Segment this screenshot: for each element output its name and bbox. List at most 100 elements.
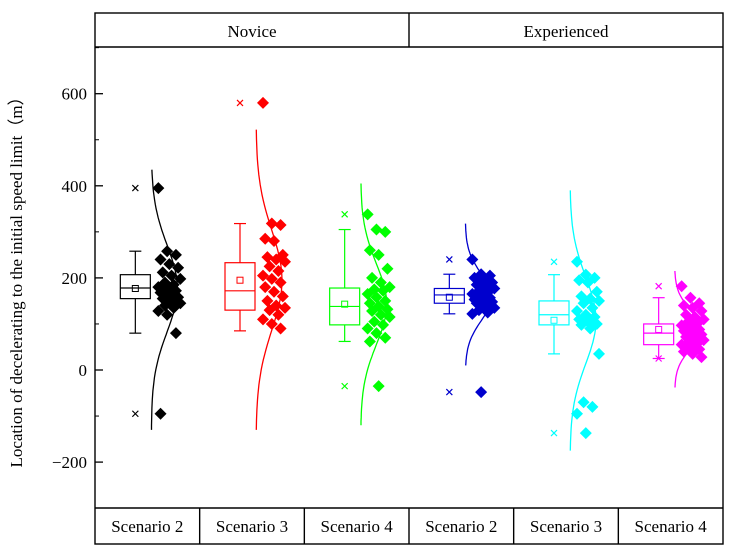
data-point	[481, 306, 494, 319]
y-tick-label: 400	[62, 177, 88, 196]
category-label: Scenario 2	[111, 517, 183, 536]
data-point	[571, 407, 583, 420]
box	[224, 262, 256, 311]
box	[119, 274, 151, 300]
data-point	[167, 301, 180, 314]
data-point	[571, 305, 583, 318]
data-point	[366, 305, 379, 318]
data-point	[279, 255, 291, 268]
category-label: Scenario 4	[321, 517, 394, 536]
outlier-marker	[550, 258, 558, 266]
data-point	[274, 218, 287, 231]
data-point	[686, 347, 699, 360]
data-point	[163, 258, 176, 271]
data-point	[276, 290, 289, 303]
y-tick-label: 600	[62, 85, 88, 104]
data-point	[259, 281, 272, 294]
series-2	[224, 96, 291, 430]
data-point	[374, 308, 387, 321]
data-point	[156, 266, 169, 279]
data-point	[466, 307, 479, 320]
group-label-novice: Novice	[227, 22, 276, 41]
data-point	[161, 245, 174, 258]
data-point	[154, 253, 167, 266]
data-point	[475, 386, 488, 399]
data-point	[265, 317, 278, 330]
data-point	[577, 396, 590, 409]
category-label: Scenario 3	[216, 517, 288, 536]
series-1	[119, 169, 187, 430]
data-point	[695, 351, 708, 364]
data-point	[593, 347, 605, 360]
data-point	[265, 217, 278, 230]
y-tick-label: −200	[52, 453, 87, 472]
data-point	[372, 248, 385, 261]
data-point	[573, 274, 586, 287]
data-point	[257, 96, 269, 109]
data-point	[259, 232, 272, 245]
data-point	[593, 294, 605, 307]
data-point	[368, 315, 381, 328]
data-point	[261, 294, 274, 307]
data-point	[169, 248, 182, 261]
box	[538, 300, 570, 326]
data-point	[586, 400, 599, 413]
data-point	[272, 308, 285, 321]
y-tick-label: 200	[62, 269, 88, 288]
data-point	[379, 331, 392, 344]
data-point	[370, 291, 383, 304]
data-point	[361, 288, 374, 301]
data-point	[270, 253, 283, 266]
data-point	[584, 322, 597, 335]
mean-marker	[236, 276, 244, 284]
data-point	[263, 304, 276, 317]
category-label: Scenario 2	[425, 517, 497, 536]
data-point	[158, 299, 171, 312]
data-point	[268, 235, 280, 248]
outer-frame	[94, 12, 724, 545]
series-layer	[119, 96, 710, 451]
series-4	[433, 223, 501, 399]
data-point	[684, 291, 697, 304]
data-point	[165, 269, 178, 282]
data-point	[366, 271, 379, 284]
outlier-marker	[131, 410, 139, 418]
data-point	[677, 299, 690, 312]
data-point	[361, 208, 374, 221]
data-point	[370, 223, 383, 236]
data-point	[575, 318, 588, 331]
data-point	[370, 327, 383, 340]
outlier-marker	[131, 184, 139, 192]
outlier-marker	[550, 429, 558, 437]
data-point	[377, 318, 390, 331]
outlier-marker	[655, 355, 663, 362]
data-point	[265, 272, 278, 285]
data-point	[279, 301, 291, 314]
data-point	[571, 255, 583, 268]
data-point	[274, 276, 287, 289]
data-point	[261, 251, 274, 264]
y-axis: −200 0 200 400 600	[52, 47, 103, 472]
box	[643, 323, 675, 346]
outlier-marker	[445, 256, 453, 263]
data-point	[374, 276, 387, 289]
data-point	[379, 225, 392, 238]
mean-marker	[131, 284, 139, 292]
mean-marker	[655, 325, 663, 333]
data-point	[577, 297, 590, 310]
outlier-marker	[655, 282, 663, 290]
data-point	[268, 285, 280, 298]
data-point	[586, 301, 599, 314]
category-footer: Scenario 2 Scenario 3 Scenario 4 Scenario 2…	[111, 508, 707, 544]
outlier-marker	[236, 99, 244, 107]
group-header: Novice Experienced	[227, 13, 609, 47]
data-point	[677, 345, 690, 358]
data-point	[372, 380, 385, 393]
data-point	[361, 322, 374, 335]
data-point	[172, 261, 185, 274]
data-point	[695, 305, 708, 318]
data-point	[377, 284, 390, 297]
outlier-marker	[341, 210, 349, 218]
y-tick-label: 0	[79, 361, 88, 380]
data-point	[379, 294, 392, 307]
